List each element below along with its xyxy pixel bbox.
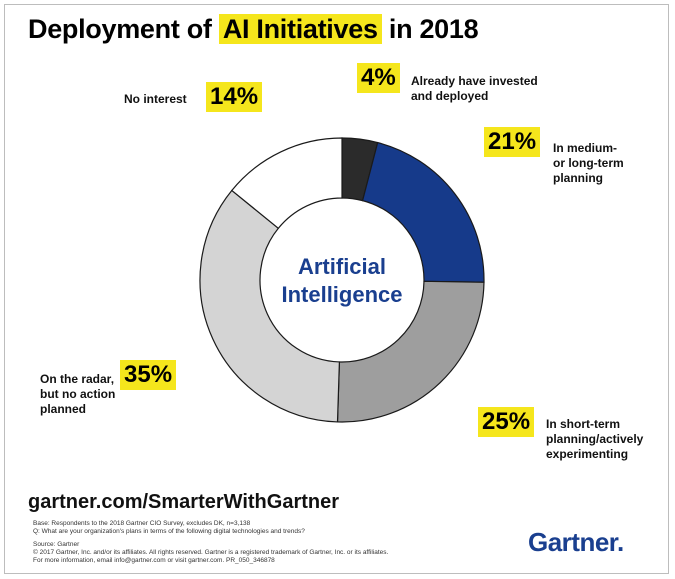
slice-14-percent: 14% bbox=[206, 82, 263, 112]
slice-21-label-line1: In medium- bbox=[553, 141, 618, 155]
gartner-logo: Gartner. bbox=[528, 527, 624, 558]
slice-25-label: In short-term planning/actively experime… bbox=[546, 417, 643, 462]
slice-21-percent: 21% bbox=[484, 127, 541, 157]
footer-source: Source: Gartner bbox=[33, 541, 80, 548]
title-after: in 2018 bbox=[381, 14, 479, 44]
footer-url: gartner.com/SmarterWithGartner bbox=[28, 491, 340, 513]
slice-25-percent: 25% bbox=[478, 407, 535, 437]
chart-title: Deployment of AI Initiatives in 2018 bbox=[28, 14, 479, 45]
donut-slice-35 bbox=[199, 189, 341, 423]
donut-slice-14 bbox=[230, 137, 343, 230]
center-label-line2: Intelligence bbox=[281, 282, 403, 307]
slice-14-label-line1: No interest bbox=[124, 92, 187, 106]
title-before: Deployment of bbox=[28, 14, 219, 44]
footer-base: Base: Respondents to the 2018 Gartner CI… bbox=[33, 520, 251, 527]
slice-14-label: No interest bbox=[124, 92, 187, 107]
title-highlight: AI Initiatives bbox=[218, 14, 382, 44]
infographic-frame bbox=[4, 4, 669, 574]
center-label-line1: Artificial bbox=[297, 254, 387, 279]
slice-35-percent: 35% bbox=[120, 360, 177, 390]
donut-slice-25 bbox=[336, 280, 485, 423]
center-label: Artificial Intelligence bbox=[255, 253, 429, 309]
footer-question: Q: What are your organization's plans in… bbox=[33, 528, 305, 535]
donut-slices bbox=[199, 137, 485, 423]
slice-21-label: In medium- or long-term planning bbox=[553, 141, 624, 186]
slice-21-label-line2: or long-term bbox=[553, 156, 624, 170]
slice-25-label-line3: experimenting bbox=[546, 447, 629, 461]
slice-35-label-line1: On the radar, bbox=[40, 372, 115, 386]
slice-35-label-line2: but no action bbox=[40, 387, 116, 401]
slice-4-label-line2: and deployed bbox=[411, 89, 489, 103]
slice-21-label-line3: planning bbox=[553, 171, 603, 185]
slice-4-label: Already have invested and deployed bbox=[411, 74, 538, 104]
slice-35-label: On the radar, but no action planned bbox=[40, 372, 115, 417]
slice-25-label-line1: In short-term bbox=[546, 417, 621, 431]
slice-25-label-line2: planning/actively bbox=[546, 432, 644, 446]
slice-4-label-line1: Already have invested bbox=[411, 74, 538, 88]
gartner-logo-text: Gartner bbox=[528, 527, 618, 557]
footer-info: For more information, email info@gartner… bbox=[33, 557, 275, 564]
slice-35-label-line3: planned bbox=[40, 402, 87, 416]
gartner-logo-dot: . bbox=[617, 527, 624, 557]
donut-slice-21 bbox=[361, 141, 485, 283]
slice-4-percent: 4% bbox=[357, 63, 400, 93]
footer-copyright: © 2017 Gartner, Inc. and/or its affiliat… bbox=[33, 549, 389, 556]
